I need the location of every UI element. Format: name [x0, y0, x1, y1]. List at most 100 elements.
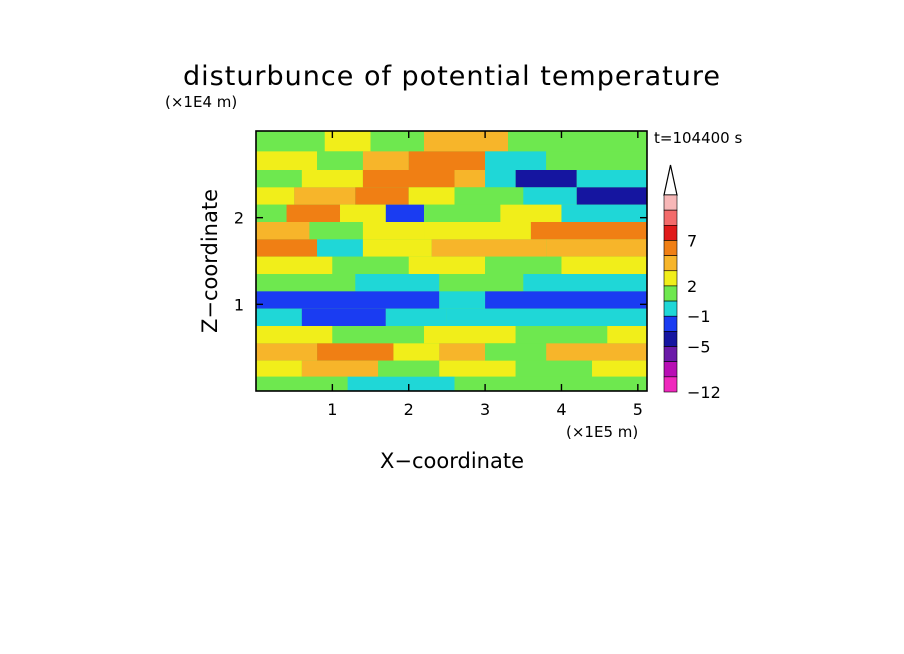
colorbar-swatch — [663, 270, 678, 287]
contour-cell — [256, 222, 310, 240]
contour-cell — [454, 376, 647, 391]
contour-cell — [546, 343, 647, 361]
x-tick-label: 3 — [480, 400, 490, 419]
x-tick-label: 5 — [633, 400, 643, 419]
contour-cell — [515, 170, 577, 188]
contour-cell — [592, 360, 647, 377]
contour-cell — [561, 256, 647, 274]
contour-cell — [286, 204, 341, 222]
contour-cell — [362, 151, 409, 170]
contour-cell — [317, 343, 394, 361]
contour-cell — [317, 151, 363, 170]
contour-cell — [576, 187, 647, 205]
contour-cell — [256, 170, 302, 188]
colorbar-swatch — [663, 209, 678, 226]
contour-cell — [256, 326, 333, 344]
contour-cell — [301, 170, 363, 188]
contour-cell — [332, 326, 425, 344]
contour-cell — [500, 204, 562, 222]
contour-cell — [408, 151, 486, 170]
colorbar-label: 7 — [687, 231, 697, 250]
contour-cell — [256, 151, 318, 170]
contour-cell — [385, 204, 425, 222]
contour-cell — [424, 204, 501, 222]
contour-cell — [424, 131, 509, 152]
contour-cell — [485, 151, 547, 170]
x-unit-label: (×1E5 m) — [566, 423, 638, 441]
y-axis-label: Z−coordinate — [198, 189, 222, 333]
contour-cell — [385, 308, 447, 326]
contour-cell — [256, 291, 440, 309]
contour-cell — [256, 204, 287, 222]
colorbar-extend-arrow — [663, 164, 678, 196]
contour-cell — [317, 239, 363, 257]
colorbar-swatch — [663, 300, 678, 317]
contour-cell — [378, 360, 440, 377]
contour-cell — [485, 256, 562, 274]
contour-cell — [324, 131, 371, 152]
colorbar-label: −12 — [687, 383, 721, 402]
plot-frame — [255, 130, 648, 392]
contour-cell — [439, 343, 486, 361]
contour-cell — [523, 274, 647, 292]
contour-cell — [256, 131, 325, 152]
contour-cell — [515, 360, 593, 377]
colorbar-swatch — [663, 225, 678, 241]
contour-cell — [408, 187, 455, 205]
y-tick-label: 2 — [234, 209, 244, 228]
contour-cell — [439, 291, 486, 309]
contour-cell — [439, 274, 524, 292]
colorbar-swatch — [663, 346, 678, 362]
contour-cell — [256, 343, 318, 361]
contour-cell — [347, 376, 455, 391]
contour-cell — [424, 326, 516, 344]
contour-cell — [431, 239, 547, 257]
contour-cell — [576, 170, 647, 188]
colorbar-label: 2 — [687, 277, 697, 296]
contour-cell — [362, 222, 425, 240]
y-tick-label: 1 — [234, 295, 244, 314]
contour-cell — [454, 170, 486, 188]
contour-cell — [485, 291, 647, 309]
colorbar-swatch — [663, 376, 678, 393]
contour-cell — [408, 256, 486, 274]
colorbar-swatch — [663, 315, 678, 332]
contour-cell — [332, 256, 409, 274]
contour-cell — [256, 308, 302, 326]
contour-cell — [340, 204, 386, 222]
plot-area — [256, 131, 647, 391]
colorbar-swatch — [663, 255, 678, 272]
colorbar: 7 2 −1 −5 −12 — [663, 164, 721, 402]
colorbar-label: −1 — [687, 307, 711, 326]
contour-cell — [607, 326, 647, 344]
colorbar-swatch — [663, 331, 678, 347]
y-unit-label: (×1E4 m) — [165, 93, 237, 111]
contour-cell — [515, 326, 608, 344]
contour-cell — [355, 274, 440, 292]
contour-cell — [546, 151, 647, 170]
contour-cell — [530, 222, 647, 240]
contour-cell — [393, 343, 440, 361]
contour-cell — [446, 308, 647, 326]
x-axis-ticks: 1 2 3 4 5 — [327, 131, 643, 419]
contour-cell — [485, 343, 547, 361]
colorbar-swatch — [663, 194, 678, 211]
colorbar-swatch — [663, 240, 678, 256]
x-axis-label: X−coordinate — [380, 449, 524, 473]
contour-cell — [256, 274, 356, 292]
contour-cell — [454, 187, 524, 205]
time-label: t=104400 s — [654, 129, 742, 147]
colorbar-label: −5 — [687, 338, 711, 357]
colorbar-swatch — [663, 361, 678, 378]
contour-cell — [256, 360, 302, 377]
contour-cell — [370, 131, 425, 152]
colorbar-swatch — [663, 285, 678, 302]
x-tick-label: 2 — [404, 400, 414, 419]
contour-cell — [256, 376, 348, 391]
contour-cell — [523, 187, 577, 205]
contour-cell — [485, 170, 516, 188]
x-tick-label: 4 — [556, 400, 566, 419]
contour-cell — [424, 222, 531, 240]
contour-cell — [256, 239, 318, 257]
